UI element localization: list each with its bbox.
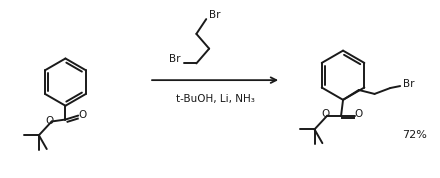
Text: O: O	[355, 109, 363, 119]
Text: Br: Br	[403, 79, 414, 89]
Text: t-BuOH, Li, NH₃: t-BuOH, Li, NH₃	[176, 94, 254, 104]
Text: O: O	[46, 116, 54, 125]
Text: O: O	[78, 110, 86, 120]
Text: Br: Br	[209, 10, 221, 20]
Text: 72%: 72%	[403, 130, 427, 140]
Text: Br: Br	[169, 54, 181, 64]
Text: O: O	[321, 109, 330, 119]
